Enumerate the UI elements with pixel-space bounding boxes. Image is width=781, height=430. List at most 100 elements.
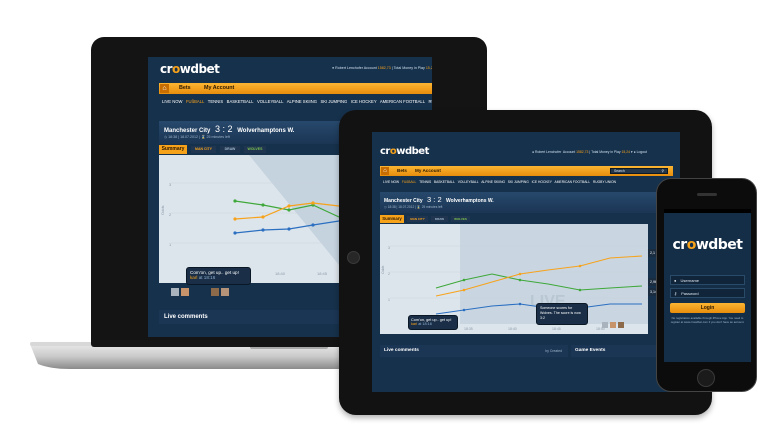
avatar[interactable] [602,322,608,328]
phone-home-button [697,369,715,387]
tab-man-city[interactable]: MAN CITY [191,146,216,153]
sport-live-now[interactable]: LIVE NOW [383,180,400,184]
sports-nav: LIVE NOW FUßBALL TENNIS BASKETBALL VOLLE… [162,99,432,104]
series-point [261,215,265,219]
y-tick-label: 3 [388,246,390,250]
tab-summary[interactable]: Summary [159,145,187,154]
series-point [311,223,315,227]
sports-nav: LIVE NOW FUßBALL TENNIS BASKETBALL VOLLE… [383,180,616,184]
series-point [462,278,466,282]
tablet-home-button [347,251,360,264]
crowdbet-logo: crowdbet [672,237,743,253]
sport-ice-hockey[interactable]: ICE HOCKEY [531,180,552,184]
search-input[interactable]: Search ⚲ [610,168,668,174]
main-nav: ⌂ Bets My Account Search ⚲ [159,83,432,94]
x-tick-label: 18:35 [464,327,473,331]
laptop-screen: crowdbet ● Robert Lenchofer Account 1582… [148,57,432,337]
sport-rugby-union[interactable]: RUGBY UNION [592,180,617,184]
username-field[interactable]: ● Username [670,275,745,285]
series-point [462,288,466,292]
series-point [261,228,265,232]
sport-volleyball[interactable]: VOLLEYBALL [457,180,479,184]
laptop-lid: crowdbet ● Robert Lenchofer Account 1582… [91,37,487,347]
phone-screen: crowdbet ● Username ⚷ Password Login No … [664,209,751,362]
login-button[interactable]: Login [670,303,745,313]
avatar[interactable] [610,322,616,328]
event-bubble[interactable]: Someone scores for Wolves. The score is … [536,303,588,325]
password-field[interactable]: ⚷ Password [670,288,745,298]
tab-wolves[interactable]: WOLVES [244,146,266,153]
bets-button[interactable]: Bets [179,85,191,91]
avatar[interactable] [171,288,179,296]
sport-tennis[interactable]: TENNIS [207,99,224,104]
x-tick-label: 18:40 [275,271,286,276]
match-time: 18:38 | 18.07.2012 [387,205,415,209]
registration-note: No registration available through iPhone… [670,316,745,324]
search-icon: ⚲ [661,169,664,173]
sport-fussball[interactable]: FUßBALL [185,99,205,104]
clock-icon: ◷ [384,205,387,209]
sport-basketball[interactable]: BASKETBALL [433,180,455,184]
tablet-device: crowdbet ● Robert Lenchofer Account 1582… [339,110,712,415]
y-axis-label: Odds [381,265,385,274]
comment-sort[interactable]: by Created [545,349,562,353]
sport-ice-hockey[interactable]: ICE HOCKEY [350,99,377,104]
avatar[interactable] [221,288,229,296]
match-time: 18:38 | 18.07.2012 [168,135,199,139]
main-nav: ⌂ Bets My Account Search ⚲ [380,166,673,176]
tab-man-city[interactable]: MAN CITY [407,216,428,222]
x-tick-label: 18:50 [596,327,605,331]
avatar[interactable] [181,288,189,296]
user-icon: ● [332,66,335,70]
sport-ski-jumping[interactable]: SKI JUMPING [507,180,529,184]
sport-alpine-skiing[interactable]: ALPINE SKIING [481,180,506,184]
series-point [287,208,291,212]
x-tick-label: 18:40 [508,327,517,331]
series-point [233,199,237,203]
tab-wolves[interactable]: WOLVES [451,216,470,222]
x-tick-label: 18:45 [552,327,561,331]
my-account-button[interactable]: My Account [415,168,441,173]
sport-volleyball[interactable]: VOLLEYBALL [256,99,284,104]
series-point [287,204,291,208]
bets-button[interactable]: Bets [397,168,407,173]
avatar[interactable] [211,288,219,296]
logout-link[interactable]: ● Logout [633,150,647,154]
sport-alpine-skiing[interactable]: ALPINE SKIING [286,99,318,104]
series-point [518,278,522,282]
home-icon[interactable]: ⌂ [381,167,389,175]
match-header: Manchester City 3 : 2 Wolverhamptons W. … [380,192,680,213]
series-point [233,217,237,221]
sport-american-football[interactable]: AMERICAN FOOTBALL [379,99,426,104]
comment-bubble[interactable]: Com'on, get up.. get up! karl at 18:16 [186,267,251,285]
sport-fussball[interactable]: FUßBALL [401,180,417,184]
y-axis-label: Odds [160,205,165,215]
live-comments-header: Live comments [159,310,359,324]
phone-speaker [697,193,717,196]
home-icon[interactable]: ⌂ [160,84,169,93]
y-tick-label: 3 [169,182,172,187]
avatar[interactable] [618,322,624,328]
series-point [261,203,265,207]
away-team: Wolverhamptons W. [237,128,295,134]
series-away-line [435,303,642,315]
comment-bubble[interactable]: Com'on, get up.. get up! karl at 18:16 [408,315,458,330]
sport-tennis[interactable]: TENNIS [419,180,432,184]
live-comments-header: Live comments by Created [380,345,568,357]
my-account-button[interactable]: My Account [204,85,235,91]
tab-draw[interactable]: DRAW [220,146,240,153]
series-point [287,227,291,231]
match-score: 3 : 2 [427,195,442,204]
sport-american-football[interactable]: AMERICAN FOOTBALL [554,180,591,184]
game-events-header: Game Events [571,345,673,357]
tab-draw[interactable]: DRAW [431,216,448,222]
home-team: Manchester City [384,198,423,204]
series-point [518,302,522,306]
avatar-row [171,288,231,298]
sport-live-now[interactable]: LIVE NOW [162,99,183,104]
match-header: Manchester City 3 : 2 Wolverhamptons W. … [159,121,359,144]
sport-rugby-union[interactable]: RUGBY UNION [428,99,432,104]
sport-basketball[interactable]: BASKETBALL [226,99,254,104]
tab-summary[interactable]: Summary [380,215,404,223]
sport-ski-jumping[interactable]: SKI JUMPING [320,99,348,104]
